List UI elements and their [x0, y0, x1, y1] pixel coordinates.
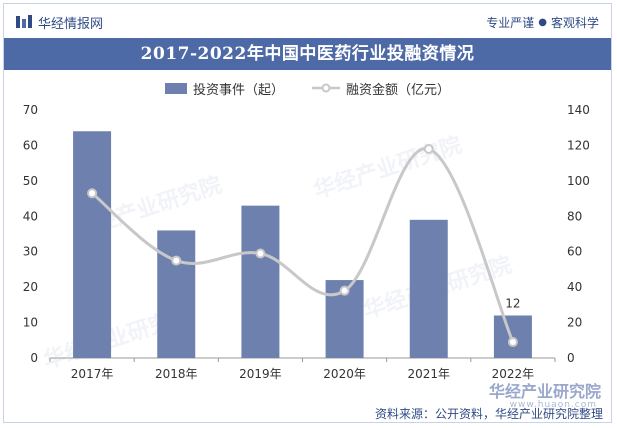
- slogan: 专业严谨 ● 客观科学: [486, 14, 599, 31]
- y-left-tick-label: 40: [23, 209, 38, 223]
- legend-label-amount: 融资金额（亿元）: [346, 82, 451, 98]
- amount-point-2022年: [507, 337, 518, 348]
- watermark-corner-url: www.huaon.com: [509, 400, 597, 410]
- legend-item-amount: 融资金额（亿元）: [312, 79, 450, 98]
- slogan-right: 客观科学: [550, 16, 599, 30]
- amount-point-2021年: [423, 143, 434, 154]
- y-right-tick-label: 0: [567, 351, 575, 365]
- amount-point-2020年: [339, 285, 350, 296]
- bar-2022年: [493, 315, 532, 358]
- x-tick-label: 2017年: [71, 367, 114, 381]
- y-left-tick-label: 50: [23, 174, 38, 188]
- y-left-tick-label: 10: [23, 316, 38, 330]
- top-bar: 华经情报网 专业严谨 ● 客观科学: [4, 4, 611, 38]
- chart-title: 2017-2022年中国中医药行业投融资情况: [4, 38, 611, 70]
- legend-bar-swatch: [164, 82, 187, 94]
- x-tick-label: 2021年: [407, 367, 450, 381]
- watermark-corner: 华经产业研究院: [488, 382, 601, 401]
- amount-point-2017年: [87, 188, 98, 199]
- brand-name: 华经情报网: [38, 16, 104, 32]
- x-tick-label: 2022年: [492, 367, 535, 381]
- brand: 华经情报网: [16, 13, 104, 32]
- y-left-tick-label: 20: [23, 280, 38, 294]
- x-tick-label: 2019年: [239, 367, 282, 381]
- bar-2018年: [157, 230, 196, 358]
- amount-point-2019年: [255, 248, 266, 259]
- brand-logo-icon: [16, 15, 32, 28]
- source-note: 资料来源：公开资料，华经产业研究院整理: [374, 407, 603, 421]
- chart-legend: 投资事件（起） 融资金额（亿元）: [4, 78, 611, 98]
- y-right-tick-label: 20: [567, 316, 582, 330]
- bar-2021年: [409, 219, 448, 358]
- amount-line: [91, 147, 515, 343]
- bar-2017年: [73, 131, 112, 358]
- amount-point-2018年: [171, 255, 182, 266]
- y-left-tick-label: 0: [30, 351, 38, 365]
- y-left-tick-label: 30: [23, 245, 38, 259]
- legend-item-events: 投资事件（起）: [164, 79, 284, 98]
- legend-label-events: 投资事件（起）: [192, 82, 284, 98]
- y-right-tick-label: 60: [567, 245, 582, 259]
- bar-2019年: [241, 205, 280, 358]
- slogan-separator: ●: [538, 17, 547, 28]
- x-tick-label: 2018年: [155, 367, 198, 381]
- y-right-tick-label: 120: [567, 138, 590, 152]
- y-left-tick-label: 60: [23, 138, 38, 152]
- x-tick-label: 2020年: [323, 367, 366, 381]
- y-right-tick-label: 140: [567, 103, 590, 117]
- slogan-left: 专业严谨: [486, 16, 535, 30]
- bar-data-label: 12: [505, 296, 520, 310]
- y-left-tick-label: 70: [23, 103, 38, 117]
- y-right-tick-label: 40: [567, 280, 582, 294]
- legend-line-swatch: [312, 83, 340, 93]
- y-right-tick-label: 100: [567, 174, 590, 188]
- y-right-tick-label: 80: [567, 209, 582, 223]
